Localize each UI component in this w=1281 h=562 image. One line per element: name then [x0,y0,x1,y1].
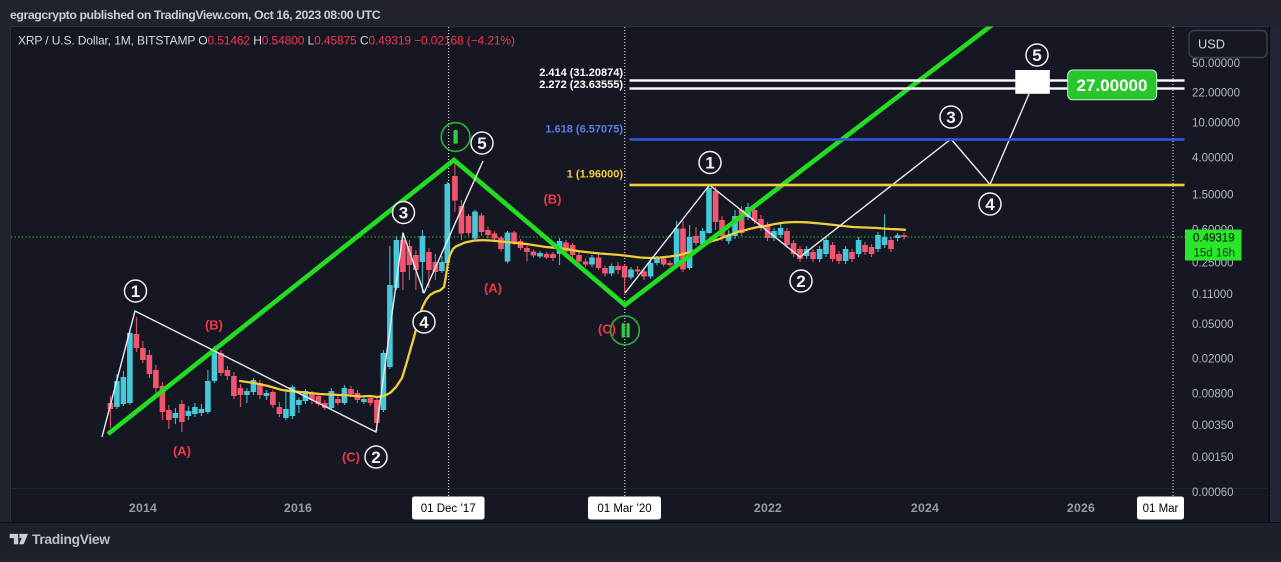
svg-text:4.00000: 4.00000 [1192,152,1234,164]
svg-text:22.00000: 22.00000 [1192,88,1240,100]
svg-text:(C): (C) [342,450,360,465]
svg-text:1 (1.96000): 1 (1.96000) [567,169,624,181]
svg-text:5: 5 [1032,46,1041,65]
svg-text:5: 5 [477,134,486,153]
svg-text:(C): (C) [598,322,616,337]
svg-text:27.00000: 27.00000 [1077,76,1148,95]
svg-text:2.414 (31.20874): 2.414 (31.20874) [539,67,623,79]
svg-text:(A): (A) [173,444,191,459]
svg-text:3: 3 [946,108,955,127]
svg-text:0.49319: 0.49319 [1193,233,1235,245]
svg-text:2: 2 [796,272,805,291]
svg-text:egragcrypto published on Tradi: egragcrypto published on TradingView.com… [10,8,381,22]
svg-text:0.11000: 0.11000 [1192,289,1233,301]
svg-text:10.00000: 10.00000 [1192,118,1240,130]
svg-text:1.50000: 1.50000 [1192,190,1234,202]
svg-text:2: 2 [371,448,380,467]
svg-text:TradingView: TradingView [32,532,110,547]
svg-text:1: 1 [705,154,714,173]
svg-text:4: 4 [985,195,995,214]
svg-text:(A): (A) [484,281,502,296]
svg-text:2026: 2026 [1067,501,1095,515]
svg-text:0.00150: 0.00150 [1192,452,1234,464]
svg-text:2022: 2022 [754,501,782,515]
svg-text:USD: USD [1198,37,1225,52]
svg-text:2024: 2024 [911,501,939,515]
svg-text:1.618 (6.57075): 1.618 (6.57075) [545,124,623,136]
svg-text:1: 1 [131,282,140,301]
svg-text:(B): (B) [543,192,561,207]
svg-text:2014: 2014 [129,501,157,515]
svg-text:0.25000: 0.25000 [1192,258,1234,270]
svg-text:XRP / U.S. Dollar, 1M, BITSTAM: XRP / U.S. Dollar, 1M, BITSTAMP O0.51462… [18,34,515,48]
svg-text:(B): (B) [205,318,223,333]
svg-text:3: 3 [399,204,408,223]
svg-text:2016: 2016 [284,501,312,515]
svg-text:01 Dec ’17: 01 Dec ’17 [421,503,476,515]
svg-text:01 Mar: 01 Mar [1143,503,1179,515]
svg-text:0.05000: 0.05000 [1192,319,1234,331]
svg-text:4: 4 [419,313,429,332]
svg-text:0.02000: 0.02000 [1192,354,1234,366]
svg-text:2.272 (23.63555): 2.272 (23.63555) [539,79,623,91]
svg-text:0.00060: 0.00060 [1192,487,1234,499]
svg-text:15d 16h: 15d 16h [1194,248,1236,260]
svg-text:50.00000: 50.00000 [1192,58,1240,70]
svg-text:01 Mar ’20: 01 Mar ’20 [597,503,651,515]
svg-text:0.00800: 0.00800 [1192,388,1234,400]
svg-text:0.00350: 0.00350 [1192,420,1234,432]
